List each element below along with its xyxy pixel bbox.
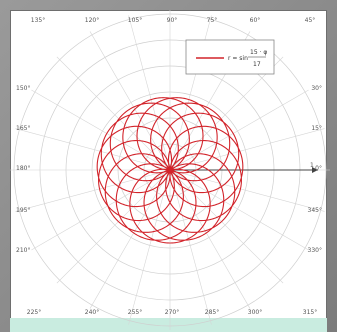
grid-spoke [169, 128, 325, 171]
tick-label-right: 0° [315, 165, 322, 172]
tick-label-bottom: 255° [128, 309, 142, 316]
tick-label-top: 45° [305, 17, 316, 24]
legend-prefix: r = sin [228, 55, 248, 62]
tick-label-left: 165° [16, 125, 30, 132]
grid-spoke [128, 169, 171, 325]
axis-marker-label: 1 [310, 162, 314, 169]
grid-spoke [169, 169, 284, 284]
tick-label-bottom: 300° [248, 309, 262, 316]
tick-label-bottom: 270° [165, 309, 179, 316]
tick-label-bottom: 240° [85, 309, 99, 316]
grid-spoke [169, 169, 251, 309]
grid-spoke [15, 169, 171, 212]
tick-label-bottom: 225° [27, 309, 41, 316]
legend-numerator: 15 · φ [250, 49, 267, 56]
tick-label-right: 345° [308, 207, 322, 214]
grid-spoke [169, 15, 212, 171]
tick-label-right: 15° [311, 125, 322, 132]
tick-label-top: 105° [128, 17, 142, 24]
tick-label-top: 135° [31, 17, 45, 24]
tick-label-bottom: 315° [303, 309, 317, 316]
grid-spoke [89, 169, 171, 309]
x-axis-arrow [312, 167, 318, 173]
grid-spoke [169, 89, 309, 171]
tick-label-right: 330° [308, 247, 322, 254]
grid-spoke [169, 169, 212, 325]
tick-label-top: 75° [207, 17, 218, 24]
tick-label-left: 210° [16, 247, 30, 254]
status-strip [10, 318, 327, 332]
grid-spoke [31, 89, 171, 171]
tick-label-left: 180° [16, 165, 30, 172]
tick-label-top: 90° [167, 17, 178, 24]
legend-denominator: 17 [253, 61, 261, 68]
grid-spoke [56, 56, 171, 171]
tick-label-top: 120° [85, 17, 99, 24]
rose-curve-path [96, 97, 244, 244]
angle-labels: 135° 120° 105° 90° 75° 60° 45° 225° 240° 255° 270°… [16, 17, 322, 316]
tick-label-left: 195° [16, 207, 30, 214]
legend: r = sin 15 · φ 17 [185, 39, 275, 75]
grid-spoke [15, 128, 171, 171]
rose-curve [96, 97, 244, 244]
tick-label-left: 150° [16, 85, 30, 92]
tick-label-right: 30° [311, 85, 322, 92]
grid-spoke [169, 169, 325, 212]
tick-label-top: 60° [250, 17, 261, 24]
grid-spoke [56, 169, 171, 284]
grid-spoke [169, 169, 309, 251]
grid-spoke [31, 169, 171, 251]
grid-spoke [169, 56, 284, 171]
grid-spoke [128, 15, 171, 171]
tick-label-bottom: 285° [205, 309, 219, 316]
axis-marker: 1 [310, 162, 314, 169]
